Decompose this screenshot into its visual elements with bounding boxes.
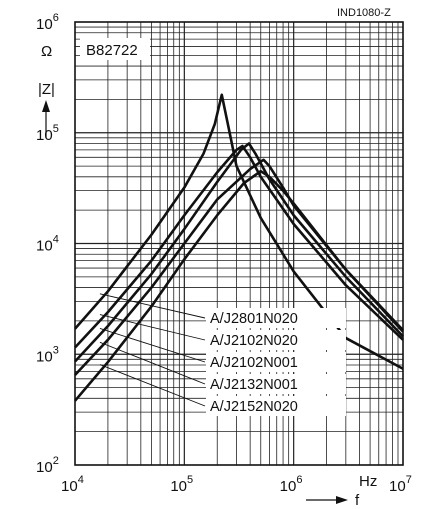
plot-frame bbox=[74, 21, 404, 466]
series-group bbox=[74, 93, 404, 402]
series-line-2 bbox=[74, 144, 404, 349]
y-tick-label: 102 bbox=[36, 455, 59, 476]
figure-code: IND1080-Z bbox=[337, 7, 391, 19]
x-tick-label: 107 bbox=[389, 474, 412, 495]
series-line-1 bbox=[74, 93, 404, 370]
legend-bg bbox=[206, 396, 346, 416]
legend-leader bbox=[99, 341, 206, 385]
series-line-3 bbox=[74, 142, 404, 363]
x-tick-label: 106 bbox=[280, 474, 303, 495]
y-tick-label: 104 bbox=[36, 234, 59, 255]
legend-label: A/J2152N020 bbox=[210, 399, 298, 415]
legend-label: A/J2102N020 bbox=[210, 333, 298, 349]
legend-bg bbox=[206, 330, 346, 350]
legend-label: A/J2102N001 bbox=[210, 355, 298, 371]
legend-label: A/J2132N001 bbox=[210, 377, 298, 393]
x-unit-bg bbox=[358, 470, 382, 488]
part-label: B82722 bbox=[86, 42, 138, 59]
legend-leader bbox=[99, 328, 206, 363]
x-axis-arrow-head bbox=[336, 496, 348, 504]
legend-leader bbox=[99, 364, 206, 407]
legend-label: A/J2801N020 bbox=[210, 311, 298, 327]
x-tick-label: 105 bbox=[170, 474, 193, 495]
legend-leader bbox=[99, 314, 206, 341]
series-line-5 bbox=[74, 169, 404, 402]
legend: A/J2801N020 A/J2102N020 A/J2102N001 A/J2132… bbox=[99, 293, 346, 416]
y-tick-label: 106 bbox=[36, 12, 59, 33]
y-axis-label: |Z| bbox=[38, 81, 55, 98]
y-axis-arrow-head bbox=[42, 100, 50, 112]
y-unit-label: Ω bbox=[41, 43, 52, 60]
legend-bg bbox=[206, 308, 346, 328]
x-axis-label: f bbox=[355, 492, 360, 509]
y-tick-label: 103 bbox=[36, 344, 59, 365]
legend-leader bbox=[99, 293, 206, 319]
y-tick-label: 105 bbox=[36, 123, 59, 144]
legend-bg bbox=[206, 374, 346, 394]
part-label-bg bbox=[80, 38, 150, 60]
x-unit-label: Hz bbox=[359, 473, 377, 490]
legend-bg bbox=[206, 352, 346, 372]
x-tick-label: 104 bbox=[61, 474, 84, 495]
